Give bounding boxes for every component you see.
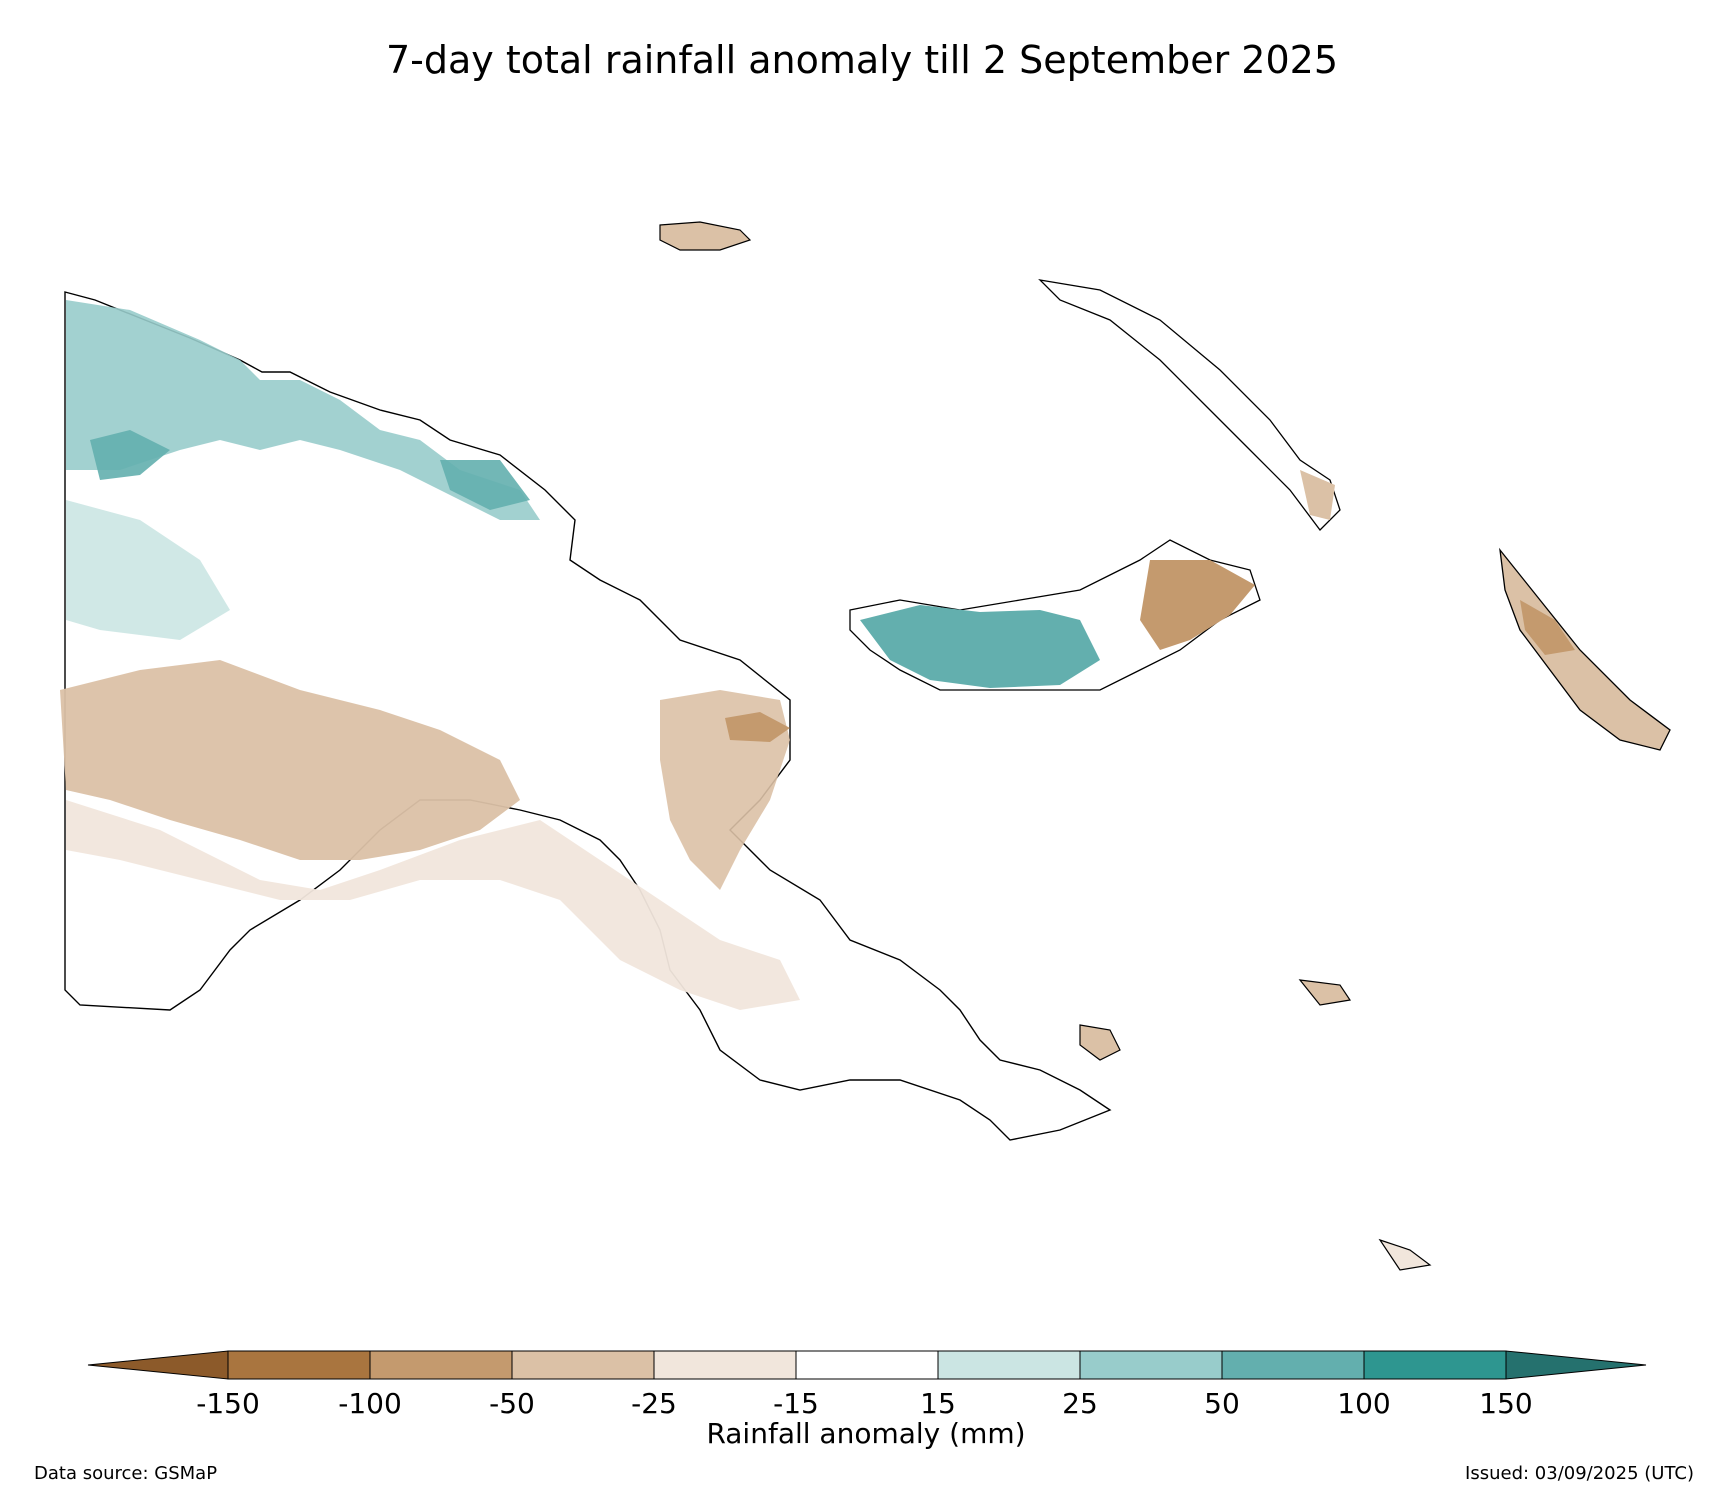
colorbar-bin (1079, 1350, 1223, 1380)
colorbar-tick-label: -25 (631, 1387, 677, 1420)
colorbar-bin (937, 1350, 1081, 1380)
wet-area-north-west (66, 300, 540, 520)
dry-area-south-west (60, 660, 520, 860)
new-ireland (1038, 279, 1341, 531)
dry-spot-east (725, 712, 790, 742)
colorbar-tick-label: -15 (773, 1387, 819, 1420)
colorbar-tick-label: 100 (1337, 1387, 1390, 1420)
colorbar-bin (653, 1350, 797, 1380)
bougainville-dry-core (1520, 600, 1575, 655)
new-britain-dry (1140, 560, 1255, 650)
manus-island (659, 221, 752, 251)
dry-area-south-light (66, 800, 800, 1010)
issued-date-text: Issued: 03/09/2025 (UTC) (1465, 1463, 1694, 1484)
new-britain-wet (860, 605, 1100, 688)
bougainville (1499, 547, 1671, 751)
colorbar-tick-label: 25 (1062, 1387, 1098, 1420)
colorbar-tick-label: -50 (489, 1387, 535, 1420)
colorbar-tick-label: 15 (920, 1387, 956, 1420)
wet-area-west (66, 500, 230, 640)
new-britain (849, 539, 1261, 691)
colorbar-bin (1221, 1350, 1365, 1380)
milne-bay-island-2 (1298, 979, 1352, 1006)
colorbar-tick-label: 150 (1479, 1387, 1532, 1420)
map-title: 7-day total rainfall anomaly till 2 Sept… (385, 38, 1339, 82)
new-ireland-outline (1038, 279, 1341, 531)
milne-bay-island-1 (1079, 1024, 1121, 1061)
colorbar-bin (511, 1350, 655, 1380)
colorbar-tick-label: -150 (196, 1387, 260, 1420)
milne-bay-island-3 (1378, 1238, 1432, 1271)
colorbar-bin (369, 1350, 513, 1380)
new-ireland-dry-tip (1300, 470, 1335, 520)
colorbar-tick-label: -100 (338, 1387, 402, 1420)
colorbar-bin (1363, 1350, 1507, 1380)
wet-area-north-west-core (90, 430, 530, 510)
colorbar-extend-high (1505, 1350, 1647, 1380)
data-source-text: Data source: GSMaP (34, 1463, 218, 1484)
colorbar-tick-label: 50 (1204, 1387, 1240, 1420)
colorbar: -150 -100 -50 -25 -15 15 25 50 100 150 (87, 1350, 1647, 1420)
colorbar-bin (795, 1350, 939, 1380)
colorbar-bin (227, 1350, 371, 1380)
bougainville-outline (1499, 547, 1671, 751)
colorbar-label: Rainfall anomaly (mm) (706, 1417, 1025, 1450)
colorbar-extend-low (87, 1350, 229, 1380)
anomaly-shading (60, 300, 800, 1010)
